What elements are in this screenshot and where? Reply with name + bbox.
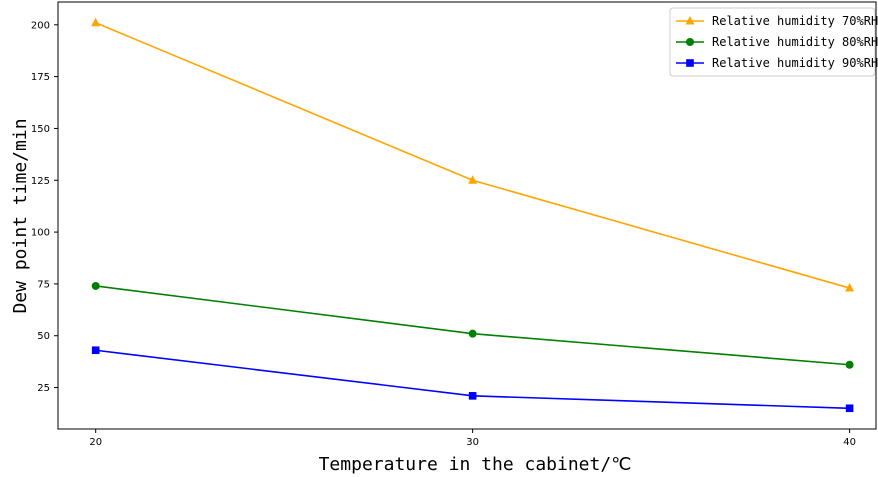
data-point-marker xyxy=(845,404,854,413)
x-axis-ticks: 20 30 40 xyxy=(89,429,856,448)
legend-item: Relative humidity 80%RH xyxy=(676,35,878,49)
legend-box xyxy=(669,7,876,77)
y-tick-label: 200 xyxy=(31,20,50,31)
x-tick-label: 40 xyxy=(843,437,856,448)
data-point-marker xyxy=(468,392,477,400)
y-tick-label: 125 xyxy=(31,176,50,187)
x-axis-label: Temperature in the cabinet/℃ xyxy=(319,454,632,475)
legend: Relative humidity 70%RH Relative humidity… xyxy=(669,7,878,77)
data-point-marker xyxy=(845,283,855,292)
series-2 xyxy=(91,281,854,369)
legend-label: Relative humidity 90%RH xyxy=(712,56,878,70)
legend-marker xyxy=(686,59,694,67)
y-tick-label: 75 xyxy=(37,279,50,290)
x-tick-label: 20 xyxy=(89,437,102,448)
data-point-marker xyxy=(91,17,101,27)
y-tick-label: 100 xyxy=(31,228,50,239)
y-axis-label: Dew point time/min xyxy=(10,118,31,313)
x-tick-label: 30 xyxy=(466,437,479,448)
data-point-marker xyxy=(91,281,100,290)
legend-label: Relative humidity 80%RH xyxy=(712,35,878,49)
legend-marker xyxy=(686,38,694,46)
plot-area-frame xyxy=(57,1,877,430)
y-tick-label: 175 xyxy=(31,72,50,83)
y-axis-ticks: 25 50 75 100 125 150 175 200 xyxy=(31,20,58,394)
legend-item: Relative humidity 70%RH xyxy=(676,14,878,28)
series-3 xyxy=(91,346,854,413)
data-point-marker xyxy=(468,329,477,338)
legend-item: Relative humidity 90%RH xyxy=(676,56,878,70)
legend-label: Relative humidity 70%RH xyxy=(712,14,878,28)
legend-marker xyxy=(685,16,695,25)
y-tick-label: 50 xyxy=(37,331,50,342)
data-point-marker xyxy=(91,346,100,355)
data-point-marker xyxy=(845,360,854,369)
series-1 xyxy=(91,17,855,292)
data-point-marker xyxy=(468,175,478,184)
y-tick-label: 150 xyxy=(31,124,50,135)
series-line xyxy=(95,285,850,366)
series-layer xyxy=(91,17,855,413)
y-tick-label: 25 xyxy=(37,383,50,394)
